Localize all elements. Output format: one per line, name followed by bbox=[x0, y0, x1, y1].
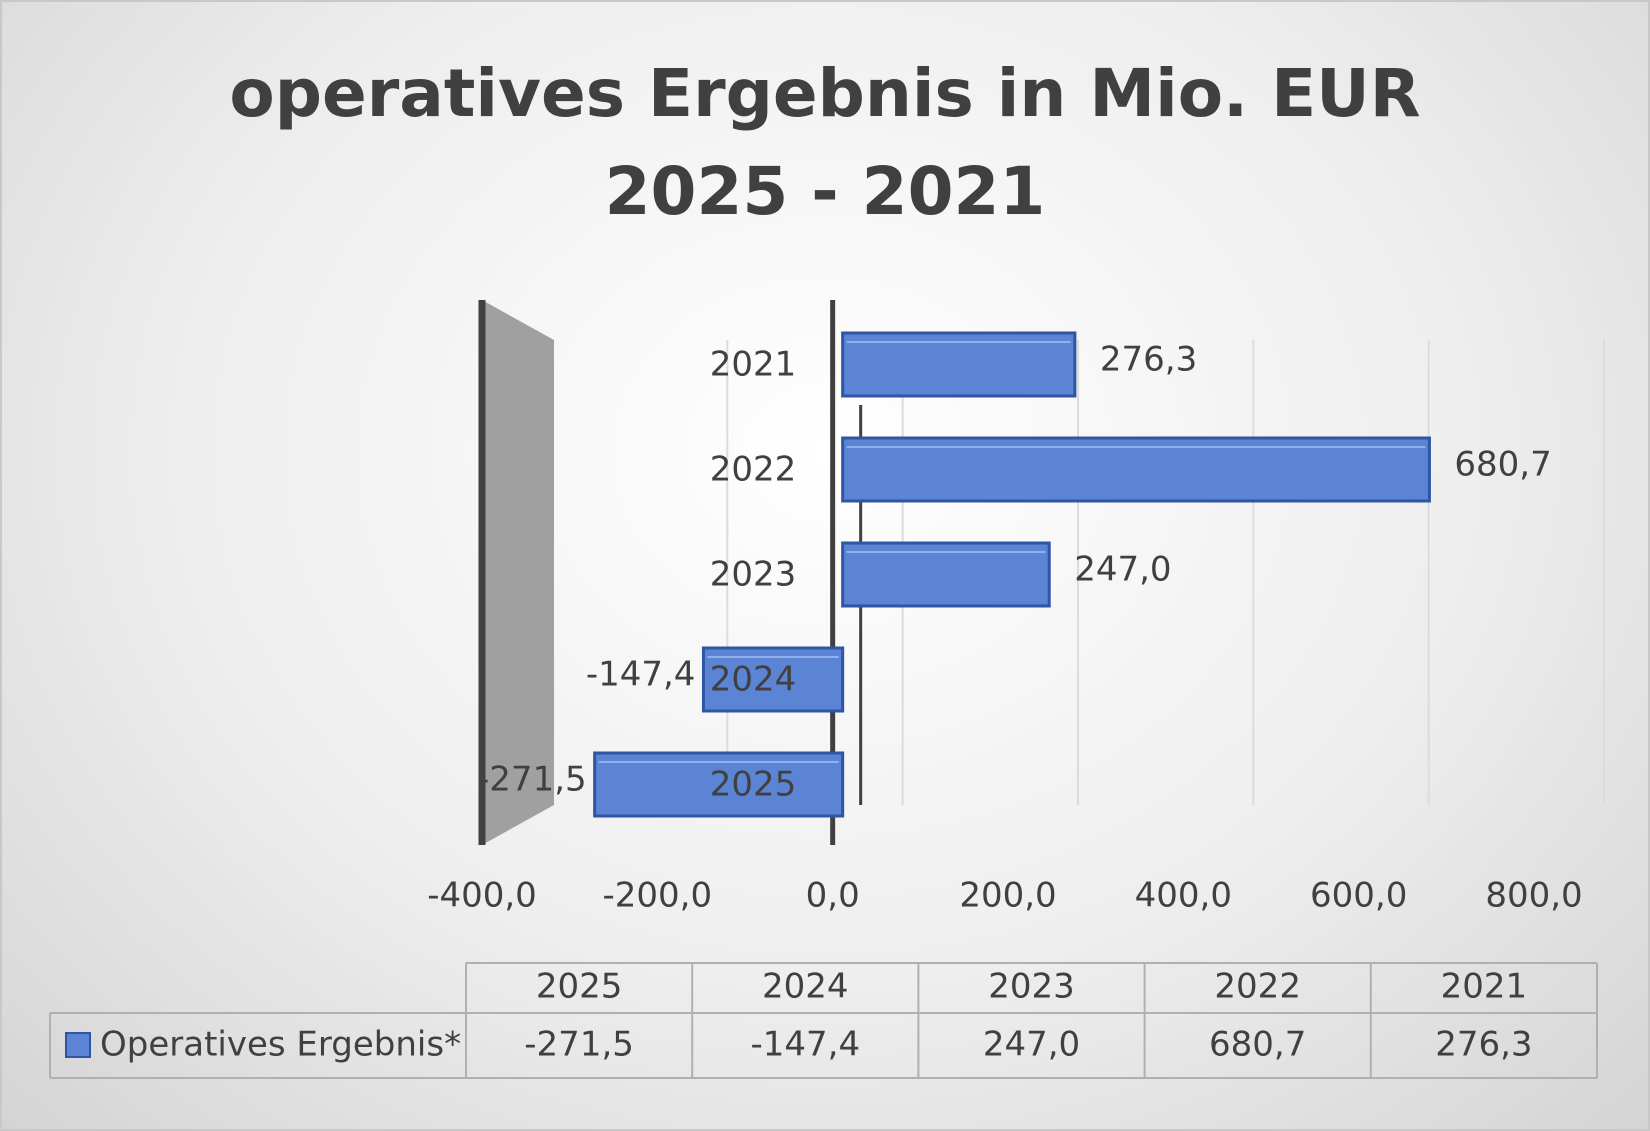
table-header: 2022 bbox=[1214, 967, 1301, 1007]
x-tick-label: -400,0 bbox=[427, 876, 537, 916]
x-tick-label: 200,0 bbox=[959, 876, 1056, 916]
table-header: 2023 bbox=[988, 967, 1075, 1007]
x-tick-label: 0,0 bbox=[806, 876, 860, 916]
table-cell: 680,7 bbox=[1209, 1025, 1306, 1065]
bar bbox=[593, 751, 845, 818]
data-label: 680,7 bbox=[1454, 445, 1551, 485]
x-tick-label: 600,0 bbox=[1310, 876, 1407, 916]
data-label: -147,4 bbox=[586, 655, 696, 695]
legend-label: Operatives Ergebnis* bbox=[100, 1025, 461, 1065]
bar bbox=[841, 541, 1051, 608]
x-tick-label: -200,0 bbox=[603, 876, 713, 916]
table-cell: 276,3 bbox=[1435, 1025, 1532, 1065]
data-label: -271,5 bbox=[477, 760, 587, 800]
x-tick-label: 800,0 bbox=[1485, 876, 1582, 916]
x-tick-label: 400,0 bbox=[1135, 876, 1232, 916]
table-header: 2025 bbox=[536, 967, 623, 1007]
table-cell: -271,5 bbox=[524, 1025, 634, 1065]
table-cell: 247,0 bbox=[983, 1025, 1080, 1065]
category-label: 2021 bbox=[710, 345, 797, 385]
bar bbox=[841, 436, 1431, 503]
bar bbox=[701, 646, 845, 713]
category-label: 2022 bbox=[710, 450, 797, 490]
chart-title: operatives Ergebnis in Mio. EUR 2025 - 2… bbox=[229, 55, 1421, 230]
side-wall bbox=[482, 300, 554, 845]
category-label: 2023 bbox=[710, 555, 797, 595]
category-label: 2024 bbox=[710, 660, 797, 700]
category-label: 2025 bbox=[710, 765, 797, 805]
legend-key bbox=[65, 1032, 91, 1058]
table-header: 2024 bbox=[762, 967, 849, 1007]
data-label: 276,3 bbox=[1100, 340, 1197, 380]
table-cell: -147,4 bbox=[750, 1025, 860, 1065]
bar bbox=[841, 331, 1077, 398]
table-header: 2021 bbox=[1441, 967, 1528, 1007]
data-label: 247,0 bbox=[1074, 550, 1171, 590]
